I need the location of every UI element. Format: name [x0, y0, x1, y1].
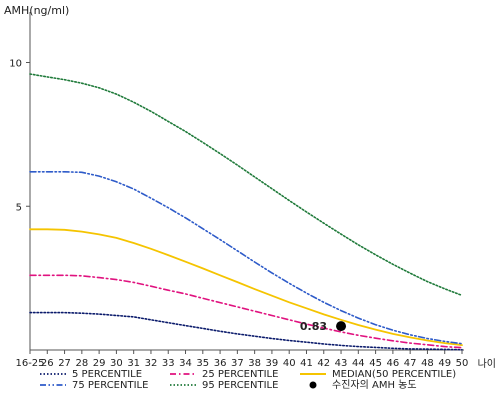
y-axis-title: AMH(ng/ml) — [4, 4, 69, 17]
x-tick-label: 16-25 — [15, 358, 44, 369]
x-tick-label: 46 — [387, 358, 400, 369]
x-tick-label: 30 — [110, 358, 123, 369]
x-tick-label: 42 — [317, 358, 330, 369]
legend-marker-swatch — [309, 381, 317, 389]
series-line-25-percentile — [29, 274, 463, 349]
x-tick-label: 33 — [162, 358, 175, 369]
x-tick-label: 31 — [127, 358, 140, 369]
x-tick-label: 50 — [456, 358, 469, 369]
x-tick-label: 41 — [300, 358, 313, 369]
legend-label: 수진자의 AMH 농도 — [332, 379, 417, 391]
x-axis-title: 나이 — [478, 358, 496, 370]
series-line-median-50-percentile — [29, 228, 463, 347]
x-tick-label: 27 — [58, 358, 71, 369]
x-tick-label: 40 — [283, 358, 296, 369]
x-tick-label: 39 — [266, 358, 279, 369]
x-tick-label: 48 — [421, 358, 434, 369]
x-tick-label: 45 — [369, 358, 382, 369]
x-tick-label: 32 — [145, 358, 158, 369]
patient-amh-value-label: 0.83 — [300, 320, 327, 333]
marker-layer: 0.83 — [300, 320, 347, 333]
y-tick-label: 10 — [9, 59, 22, 70]
x-tick-label: 28 — [75, 358, 88, 369]
x-tick-label: 34 — [179, 358, 192, 369]
x-tick-label: 38 — [248, 358, 261, 369]
series-line-95-percentile — [29, 73, 463, 297]
legend-label: 95 PERCENTILE — [202, 380, 278, 391]
patient-amh-point — [336, 321, 347, 332]
y-tick-label: 5 — [16, 202, 22, 213]
x-tick-label: 26 — [41, 358, 54, 369]
series-line-5-percentile — [29, 311, 463, 351]
x-tick-label: 36 — [214, 358, 227, 369]
legend-label: 75 PERCENTILE — [72, 380, 148, 391]
legend: 5 PERCENTILE 25 PERCENTILE MEDIAN(50 PERCE… — [40, 369, 456, 391]
x-tick-label: 47 — [404, 358, 417, 369]
x-tick-label: 49 — [438, 358, 451, 369]
x-tick-label: 43 — [335, 358, 348, 369]
x-tick-label: 35 — [196, 358, 209, 369]
series-line-75-percentile — [29, 171, 463, 345]
x-tick-label: 44 — [352, 358, 365, 369]
legend-label: MEDIAN(50 PERCENTILE) — [332, 369, 456, 380]
x-tick-label: 29 — [93, 358, 106, 369]
legend-label: 5 PERCENTILE — [72, 369, 142, 380]
series-layer — [29, 73, 463, 351]
x-tick-label: 37 — [231, 358, 244, 369]
legend-label: 25 PERCENTILE — [202, 369, 278, 380]
